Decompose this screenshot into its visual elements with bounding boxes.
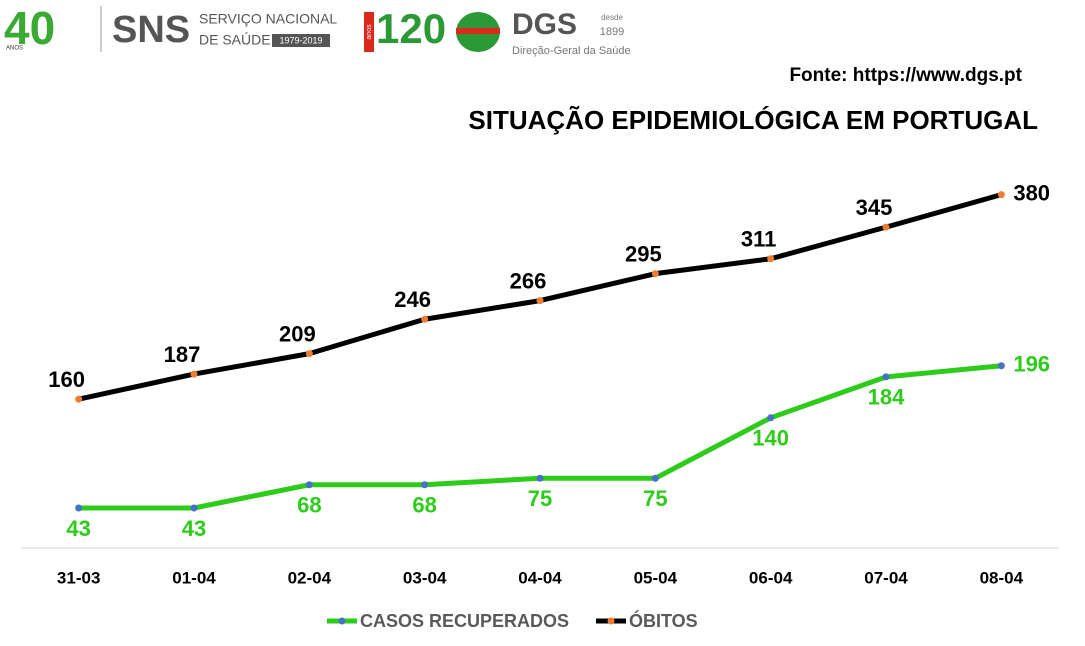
marker — [305, 481, 313, 489]
data-label: 184 — [868, 385, 905, 410]
data-label: 345 — [856, 195, 893, 220]
x-tick-label: 02-04 — [288, 568, 332, 587]
marker — [651, 474, 659, 482]
data-label: 187 — [164, 342, 201, 367]
dgs-emblem-band — [456, 28, 500, 34]
header-logos: 40 ANOS SNS SERVIÇO NACIONAL DE SAÚDE 19… — [4, 2, 631, 57]
logo-anos: ANOS — [6, 46, 23, 52]
marker — [190, 370, 198, 378]
data-label: 68 — [412, 493, 436, 518]
x-tick-label: 01-04 — [172, 568, 216, 587]
marker — [882, 373, 890, 381]
marker — [421, 481, 429, 489]
sns-years: 1979-2019 — [279, 35, 322, 45]
data-label: 196 — [1013, 352, 1050, 377]
marker — [536, 474, 544, 482]
data-label: 75 — [643, 486, 667, 511]
x-tick-label: 06-04 — [749, 568, 793, 587]
data-label: 266 — [510, 268, 547, 293]
marker — [305, 350, 313, 358]
marker — [75, 504, 83, 512]
marker — [536, 297, 544, 305]
data-label: 43 — [66, 516, 90, 541]
legend-label: ÓBITOS — [629, 610, 698, 631]
logo-40: 40 — [4, 2, 55, 54]
logo-anos-120: anos — [366, 24, 373, 40]
x-tick-label: 07-04 — [864, 568, 908, 587]
marker — [767, 414, 775, 422]
source: Fonte: https://www.dgs.pt — [789, 65, 1022, 86]
line — [78, 192, 1003, 402]
marker — [75, 395, 83, 403]
desde: desde — [601, 13, 623, 22]
marker — [651, 270, 659, 278]
anos-box — [364, 12, 374, 52]
data-label: 68 — [297, 493, 321, 518]
marker — [882, 223, 890, 231]
sns-line2: DE SAÚDE — [199, 32, 271, 48]
dgs-name: Direção-Geral da Saúde — [512, 45, 631, 57]
since-year: 1899 — [600, 26, 624, 38]
data-label: 75 — [528, 486, 552, 511]
x-tick-label: 05-04 — [634, 568, 678, 587]
x-tick-label: 04-04 — [518, 568, 562, 587]
years-box — [272, 34, 330, 47]
data-label: 380 — [1013, 180, 1050, 205]
legend-marker — [607, 617, 615, 625]
data-label: 295 — [625, 241, 662, 266]
legend-label: CASOS RECUPERADOS — [360, 611, 569, 631]
logo-dgs: DGS — [512, 8, 577, 41]
logo-120: 120 — [376, 5, 446, 52]
legend-marker — [338, 617, 346, 625]
data-label: 311 — [741, 227, 777, 252]
marker — [997, 191, 1005, 199]
chart-title: SITUAÇÃO EPIDEMIOLÓGICA EM PORTUGAL — [468, 105, 1038, 135]
data-label: 43 — [182, 516, 206, 541]
sns-line1: SERVIÇO NACIONAL — [199, 11, 337, 27]
data-label: 209 — [279, 321, 316, 346]
marker — [421, 315, 429, 323]
marker — [997, 362, 1005, 370]
data-label: 160 — [48, 367, 85, 392]
data-label: 140 — [752, 426, 789, 451]
x-tick-label: 03-04 — [403, 568, 447, 587]
logo-sns: SNS — [112, 9, 190, 51]
x-tick-label: 31-03 — [57, 568, 100, 587]
marker — [190, 504, 198, 512]
marker — [767, 255, 775, 263]
x-tick-label: 08-04 — [980, 568, 1024, 587]
data-label: 246 — [394, 287, 431, 312]
